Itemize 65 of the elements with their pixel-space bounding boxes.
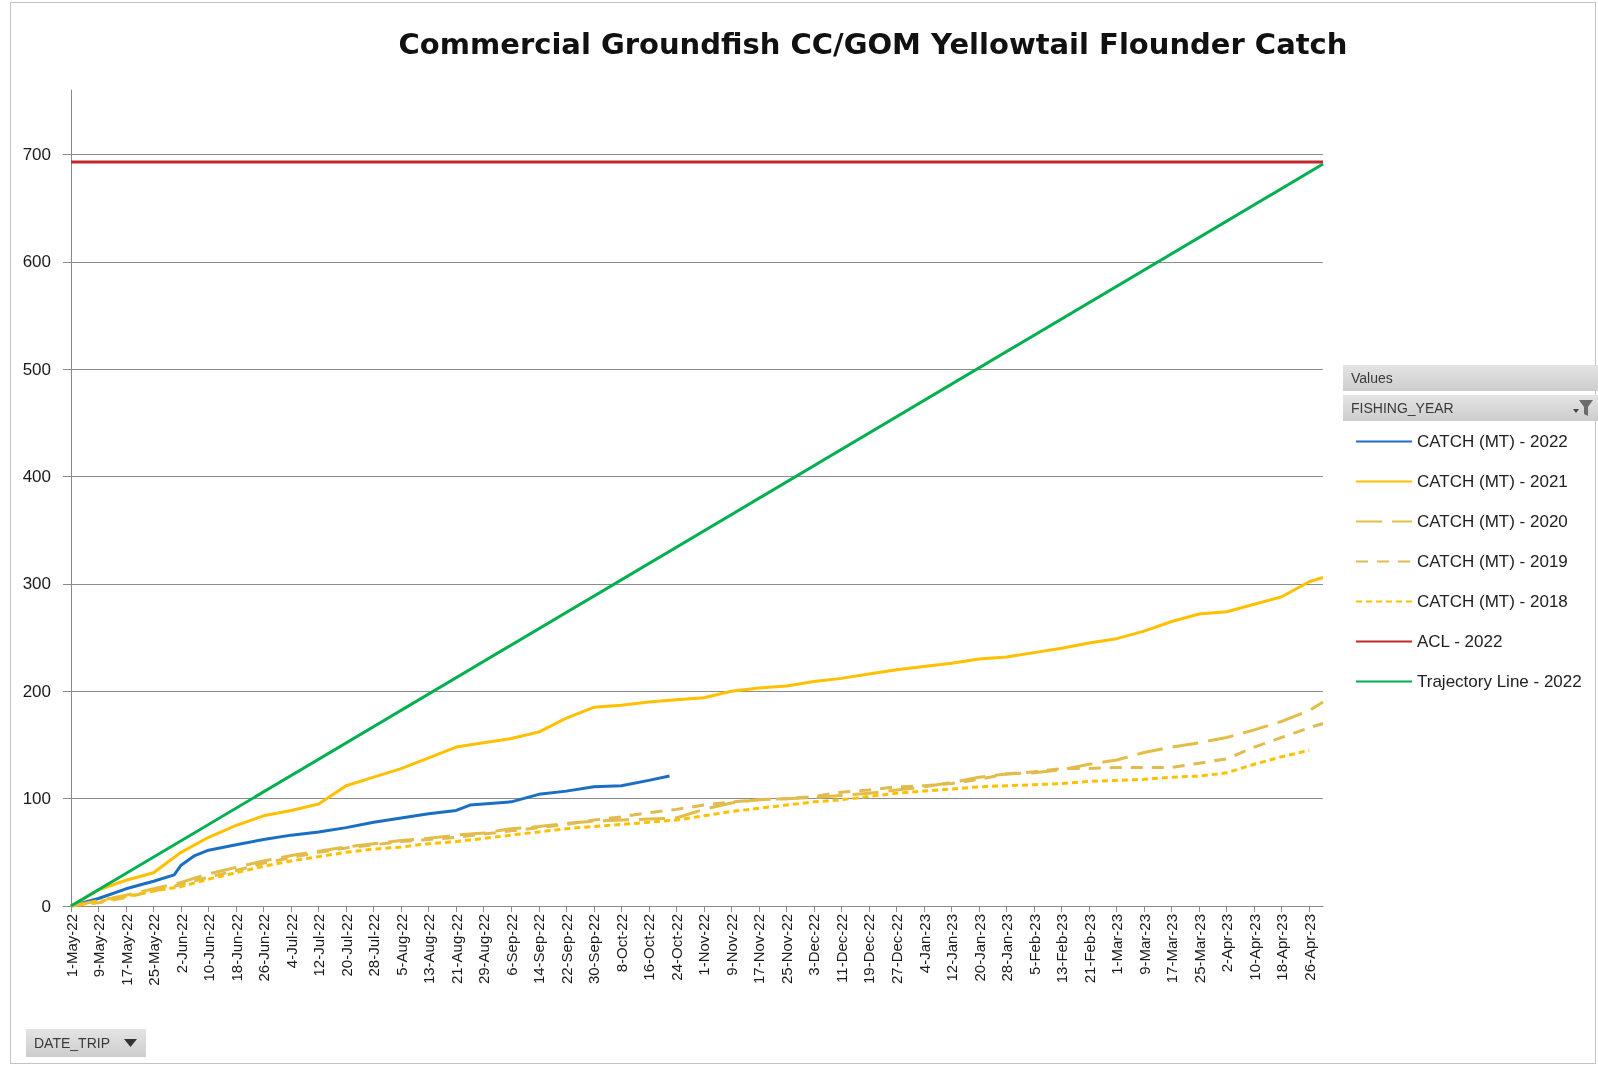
x-tick-label: 21-Feb-23: [1080, 914, 1098, 984]
x-tick-label: 5-Aug-22: [392, 914, 410, 976]
legend-label: CATCH (MT) - 2018: [1417, 592, 1568, 611]
x-tick-label: 26-Apr-23: [1300, 914, 1318, 981]
x-tick-label: 28-Jul-22: [365, 914, 383, 977]
x-tick-label: 8-Oct-22: [612, 914, 630, 973]
x-tick-label: 30-Sep-22: [585, 914, 603, 985]
y-tick-label: 600: [22, 252, 51, 272]
x-tick-label: 13-Aug-22: [420, 914, 438, 985]
x-tick-label: 18-Jun-22: [227, 914, 245, 982]
x-tick-label: 14-Sep-22: [530, 914, 548, 985]
legend-title: FISHING_YEAR: [1351, 400, 1454, 416]
x-tick-label: 25-Nov-22: [777, 914, 795, 985]
y-tick-label: 500: [22, 359, 51, 379]
y-tick-label: 400: [22, 467, 51, 487]
x-tick-label: 6-Sep-22: [502, 914, 520, 976]
legend-label: CATCH (MT) - 2020: [1417, 512, 1568, 531]
x-tick-label: 9-May-22: [90, 914, 108, 978]
x-tick-label: 19-Dec-22: [860, 914, 878, 985]
legend-label: ACL - 2022: [1417, 632, 1503, 651]
x-tick-label: 10-Jun-22: [200, 914, 218, 982]
x-tick-label: 1-Mar-23: [1108, 914, 1126, 975]
x-tick-label: 11-Dec-22: [832, 914, 850, 983]
legend-label: CATCH (MT) - 2022: [1417, 432, 1568, 451]
x-tick-label: 20-Jan-23: [970, 914, 988, 982]
x-tick-label: 13-Feb-23: [1053, 914, 1071, 984]
legend-label: CATCH (MT) - 2021: [1417, 472, 1568, 491]
x-tick-label: 26-Jun-22: [255, 914, 273, 982]
x-tick-label: 4-Jul-22: [282, 914, 300, 969]
x-tick-label: 5-Feb-23: [1025, 914, 1043, 975]
x-tick-label: 10-Apr-23: [1245, 914, 1263, 981]
x-tick-label: 2-Apr-23: [1218, 914, 1236, 973]
y-tick-label: 300: [22, 574, 51, 594]
x-tick-label: 1-May-22: [62, 914, 80, 978]
y-tick-label: 0: [41, 896, 51, 916]
x-tick-label: 9-Mar-23: [1135, 914, 1153, 975]
y-tick-label: 200: [22, 681, 51, 701]
x-tick-label: 2-Jun-22: [172, 914, 190, 974]
legend-label: CATCH (MT) - 2019: [1417, 552, 1568, 571]
y-tick-label: 100: [22, 789, 51, 809]
x-tick-label: 4-Jan-23: [915, 914, 933, 974]
x-tick-label: 20-Jul-22: [337, 914, 355, 977]
x-tick-label: 21-Aug-22: [447, 914, 465, 985]
x-tick-label: 3-Dec-22: [805, 914, 823, 976]
y-tick-label: 700: [22, 144, 51, 164]
x-tick-label: 29-Aug-22: [475, 914, 493, 985]
x-tick-label: 25-May-22: [145, 914, 163, 986]
x-tick-label: 24-Oct-22: [667, 914, 685, 981]
x-tick-label: 17-May-22: [117, 914, 135, 986]
chart-title: Commercial Groundfish CC/GOM Yellowtail Flounder Catch: [398, 26, 1348, 61]
text: Values: [1351, 370, 1393, 386]
x-tick-label: 1-Nov-22: [695, 914, 713, 976]
x-tick-label: 17-Mar-23: [1163, 914, 1181, 984]
x-tick-label: 25-Mar-23: [1190, 914, 1208, 984]
x-tick-label: 18-Apr-23: [1273, 914, 1291, 981]
x-tick-label: 22-Sep-22: [557, 914, 575, 985]
x-tick-label: 27-Dec-22: [887, 914, 905, 985]
x-tick-label: 12-Jan-23: [943, 914, 961, 982]
x-tick-label: 9-Nov-22: [722, 914, 740, 976]
x-tick-label: 17-Nov-22: [750, 914, 768, 985]
text: DATE_TRIP: [34, 1035, 110, 1051]
legend-label: Trajectory Line - 2022: [1417, 672, 1582, 691]
x-tick-label: 28-Jan-23: [998, 914, 1016, 982]
x-tick-label: 12-Jul-22: [310, 914, 328, 977]
x-tick-label: 16-Oct-22: [640, 914, 658, 981]
